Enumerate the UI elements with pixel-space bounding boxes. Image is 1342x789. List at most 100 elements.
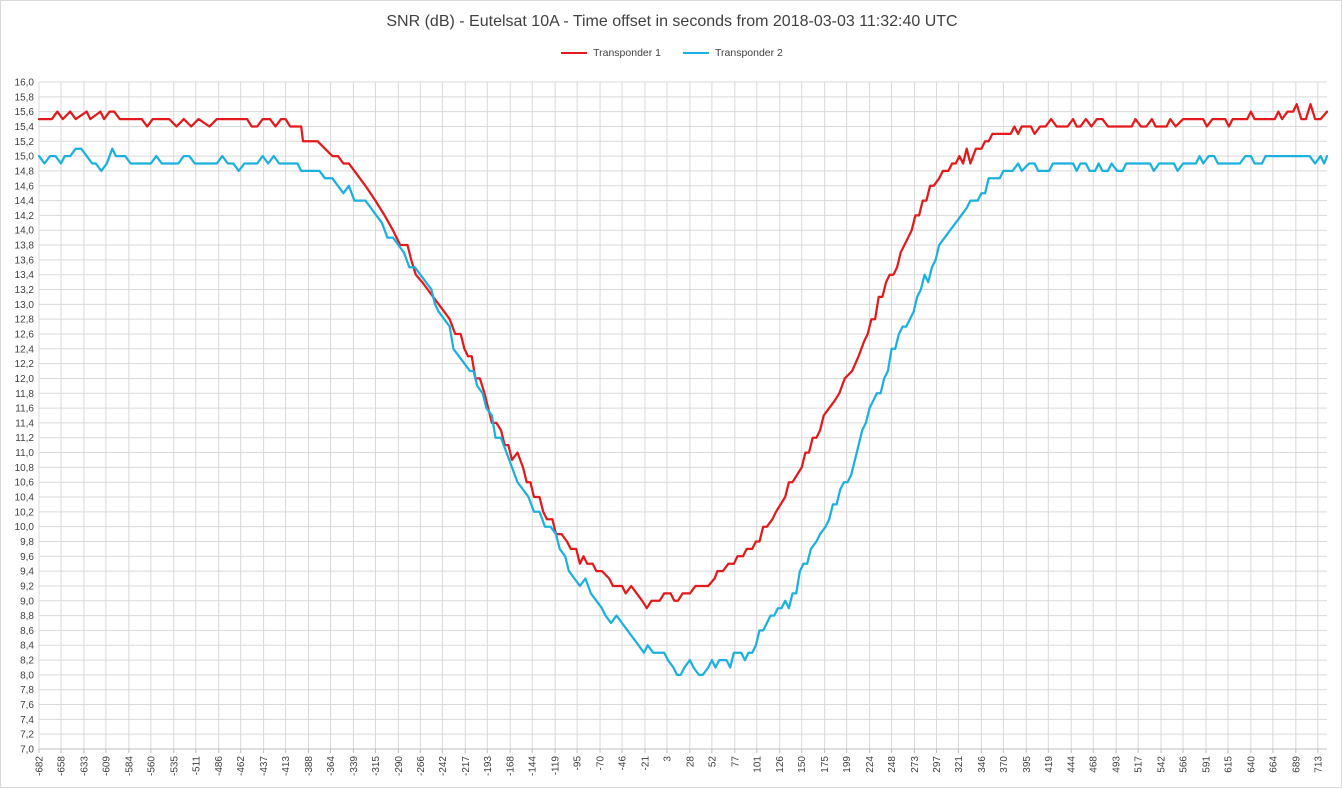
y-tick-label: 10,4: [15, 493, 35, 504]
y-tick-label: 12,2: [15, 359, 35, 370]
x-tick-label: -193: [483, 756, 494, 776]
y-tick-label: 15,2: [15, 137, 35, 148]
x-tick-label: 713: [1313, 756, 1324, 773]
x-tick-label: 444: [1067, 756, 1078, 773]
y-tick-label: 13,0: [15, 300, 35, 311]
x-tick-label: 542: [1157, 756, 1168, 773]
y-tick-label: 14,4: [15, 196, 35, 207]
x-tick-label: 77: [730, 756, 741, 768]
y-tick-label: 9,0: [20, 596, 34, 607]
y-tick-label: 7,6: [20, 700, 34, 711]
y-tick-label: 15,4: [15, 122, 35, 133]
y-tick-label: 14,0: [15, 226, 35, 237]
y-tick-label: 8,4: [20, 641, 34, 652]
legend: Transponder 1 Transponder 2: [1, 47, 1342, 59]
x-tick-label: 517: [1134, 756, 1145, 773]
x-tick-label: -21: [640, 756, 651, 771]
x-tick-label: -46: [618, 756, 629, 771]
y-tick-label: 13,6: [15, 255, 35, 266]
axes: 7,0 7,2 7,4 7,6 7,8 8,0 8,2 8,4 8,6 8,8 9,0 9,2 9,4 9…: [15, 78, 1327, 776]
x-tick-label: 224: [865, 756, 876, 773]
x-tick-label: 273: [910, 756, 921, 773]
x-tick-label: -339: [349, 756, 360, 776]
y-tick-label: 12,8: [15, 315, 35, 326]
y-tick-label: 9,6: [20, 552, 34, 563]
chart-title: SNR (dB) - Eutelsat 10A - Time offset in…: [386, 13, 958, 30]
y-tick-label: 10,2: [15, 507, 35, 518]
x-tick-label: 370: [999, 756, 1010, 773]
x-tick-label: 346: [977, 756, 988, 773]
x-tick-label: -633: [79, 756, 90, 776]
x-tick-label: -437: [259, 756, 270, 776]
y-tick-label: 9,4: [20, 567, 34, 578]
y-tick-label: 9,2: [20, 581, 34, 592]
y-tick-label: 13,4: [15, 270, 35, 281]
y-tick-label: 9,8: [20, 537, 34, 548]
gridlines: [38, 81, 1327, 750]
y-tick-label: 15,8: [15, 92, 35, 103]
series-line-transponder-1: [37, 103, 1329, 610]
y-tick-label: 11,0: [15, 448, 34, 459]
x-tick-label: -682: [35, 756, 46, 776]
x-tick-label: -242: [438, 756, 449, 776]
x-tick-label: 52: [707, 756, 718, 768]
x-tick-label: 615: [1223, 756, 1234, 773]
x-tick-label: -290: [394, 756, 405, 776]
y-tick-label: 7,0: [20, 745, 34, 756]
x-tick-label: -413: [281, 756, 292, 776]
y-tick-label: 15,6: [15, 107, 35, 118]
x-tick-label: -119: [551, 756, 562, 776]
y-tick-label: 8,6: [20, 626, 34, 637]
x-tick-label: 468: [1089, 756, 1100, 773]
y-tick-label: 7,2: [20, 730, 34, 741]
y-tick-label: 8,8: [20, 611, 34, 622]
y-tick-label: 8,2: [20, 656, 34, 667]
y-tick-label: 13,8: [15, 241, 35, 252]
x-tick-label: 28: [685, 756, 696, 768]
y-tick-label: 14,6: [15, 181, 35, 192]
x-tick-label: 566: [1179, 756, 1190, 773]
x-tick-label: 321: [954, 756, 965, 773]
y-tick-label: 7,4: [20, 715, 34, 726]
y-tick-label: 11,6: [15, 404, 34, 415]
y-tick-label: 10,8: [15, 463, 35, 474]
legend-item-transponder-1: Transponder 1: [561, 47, 661, 59]
y-tick-label: 10,0: [15, 522, 35, 533]
y-tick-label: 13,2: [15, 285, 35, 296]
x-tick-label: 3: [662, 756, 673, 762]
x-tick-label: 199: [842, 756, 853, 773]
y-tick-label: 11,4: [15, 418, 34, 429]
y-tick-label: 14,2: [15, 211, 35, 222]
x-tick-label: 175: [820, 756, 831, 773]
x-tick-label: -70: [596, 756, 607, 771]
x-tick-label: 689: [1291, 756, 1302, 773]
series-line-transponder-2: [37, 147, 1329, 677]
x-tick-label: 591: [1201, 756, 1212, 773]
y-tick-label: 10,6: [15, 478, 35, 489]
x-tick-label: -511: [191, 756, 202, 776]
x-tick-label: 395: [1022, 756, 1033, 773]
x-tick-label: -535: [169, 756, 180, 776]
x-tick-label: 297: [932, 756, 943, 773]
x-tick-label: -388: [304, 756, 315, 776]
x-tick-label: -95: [573, 756, 584, 771]
x-tick-label: 126: [775, 756, 786, 773]
x-tick-label: -584: [124, 756, 135, 776]
x-tick-label: -144: [528, 756, 539, 776]
x-tick-label: 248: [887, 756, 898, 773]
y-tick-label: 15,0: [15, 152, 35, 163]
x-tick-label: 101: [752, 756, 763, 773]
x-tick-label: 664: [1268, 756, 1279, 773]
x-tick-label: -486: [214, 756, 225, 776]
x-tick-label: 419: [1044, 756, 1055, 773]
x-tick-label: -315: [371, 756, 382, 776]
y-tick-label: 11,2: [15, 433, 34, 444]
y-tick-label: 12,0: [15, 374, 35, 385]
legend-swatch-transponder-1: [561, 52, 588, 54]
y-tick-label: 8,0: [20, 670, 34, 681]
y-tick-label: 12,4: [15, 344, 35, 355]
legend-item-transponder-2: Transponder 2: [683, 47, 783, 59]
y-tick-label: 7,8: [20, 685, 34, 696]
legend-label-transponder-1: Transponder 1: [593, 47, 661, 59]
